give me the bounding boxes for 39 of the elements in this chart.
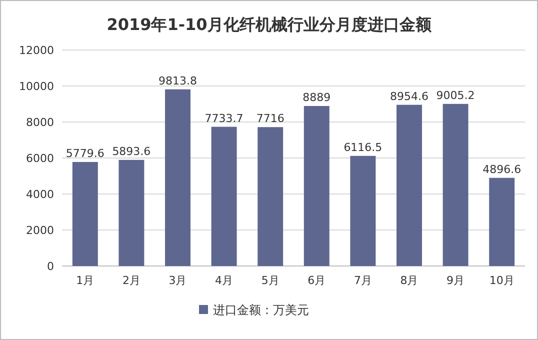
x-tick-label: 3月	[168, 274, 187, 287]
x-tick-label: 8月	[400, 274, 418, 287]
x-tick-label: 9月	[446, 274, 465, 287]
data-label: 9813.8	[158, 74, 197, 88]
x-tick-label: 1月	[76, 274, 94, 287]
legend-label: 进口金额：万美元	[213, 303, 309, 317]
chart-title: 2019年1-10月化纤机械行业分月度进口金额	[106, 15, 432, 34]
data-label: 6116.5	[344, 140, 382, 154]
y-tick-label: 10000	[19, 80, 54, 93]
x-tick-label: 2月	[122, 274, 140, 287]
x-tick-label: 10月	[489, 274, 514, 287]
y-tick-label: 12000	[19, 44, 54, 57]
bar	[396, 104, 422, 266]
data-label: 8889	[302, 91, 331, 104]
x-tick-label: 5月	[261, 274, 280, 287]
y-tick-label: 6000	[26, 152, 54, 165]
bar	[211, 126, 237, 266]
y-tick-label: 8000	[26, 116, 54, 129]
bar	[350, 156, 376, 266]
data-label: 4896.6	[482, 162, 522, 176]
data-label: 9005.2	[436, 88, 475, 102]
data-label: 7733.7	[204, 112, 244, 125]
data-label: 5893.6	[112, 144, 151, 158]
bar	[442, 104, 468, 266]
x-tick-label: 4月	[215, 274, 234, 287]
data-label: 5779.6	[66, 146, 104, 160]
bar	[258, 127, 284, 266]
y-tick-label: 2000	[26, 224, 54, 237]
bar	[72, 162, 98, 266]
bar	[118, 160, 144, 266]
data-label: 8954.6	[390, 90, 428, 103]
data-label: 7716	[256, 112, 284, 126]
x-tick-label: 7月	[354, 274, 372, 287]
x-tick-label: 6月	[308, 274, 326, 287]
y-tick-label: 0	[47, 260, 54, 273]
bar	[489, 178, 515, 266]
y-tick-label: 4000	[26, 188, 54, 201]
bar	[165, 89, 190, 266]
bar	[304, 106, 330, 266]
